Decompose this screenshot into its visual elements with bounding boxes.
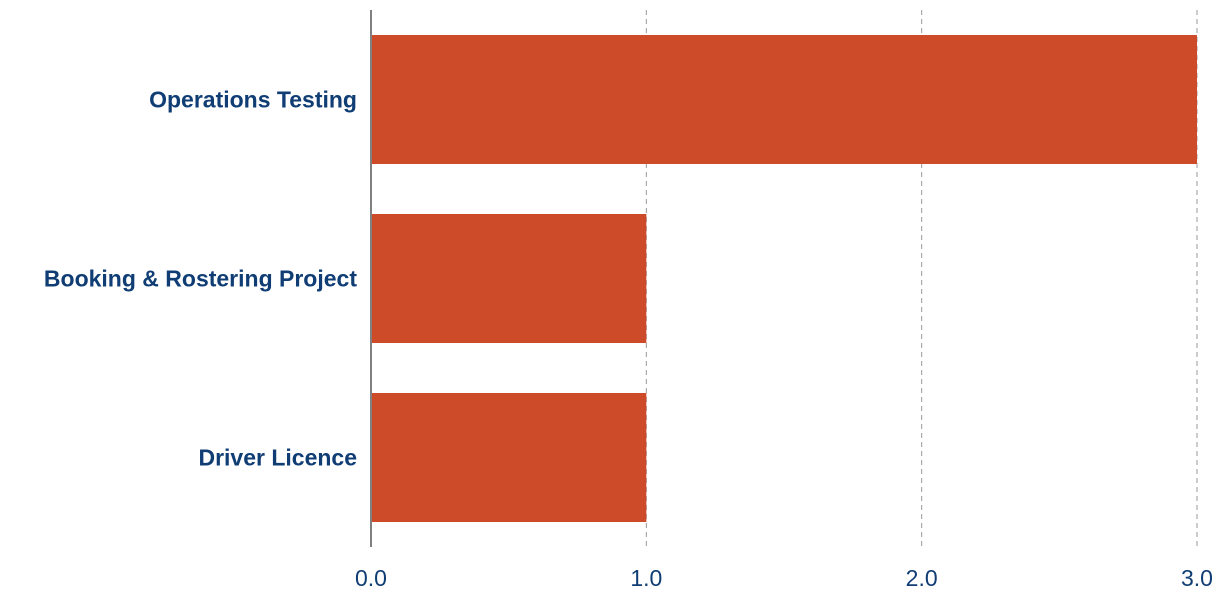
bar-operations-testing	[371, 35, 1197, 164]
x-tick-label-2.0: 2.0	[906, 565, 938, 591]
bar-driver-licence	[371, 393, 647, 522]
bars	[371, 35, 1197, 522]
x-tick-label-1.0: 1.0	[630, 565, 662, 591]
x-tick-label-0.0: 0.0	[355, 565, 387, 591]
labels: 0.0 1.0 2.0 3.0 Operations Testing Booking & …	[44, 87, 1213, 592]
category-label-operations-testing: Operations Testing	[149, 87, 357, 113]
bar-booking-rostering-project	[371, 214, 647, 343]
category-label-booking-rostering-project: Booking & Rostering Project	[44, 266, 357, 292]
x-tick-label-3.0: 3.0	[1181, 565, 1213, 591]
category-label-driver-licence: Driver Licence	[198, 445, 357, 471]
